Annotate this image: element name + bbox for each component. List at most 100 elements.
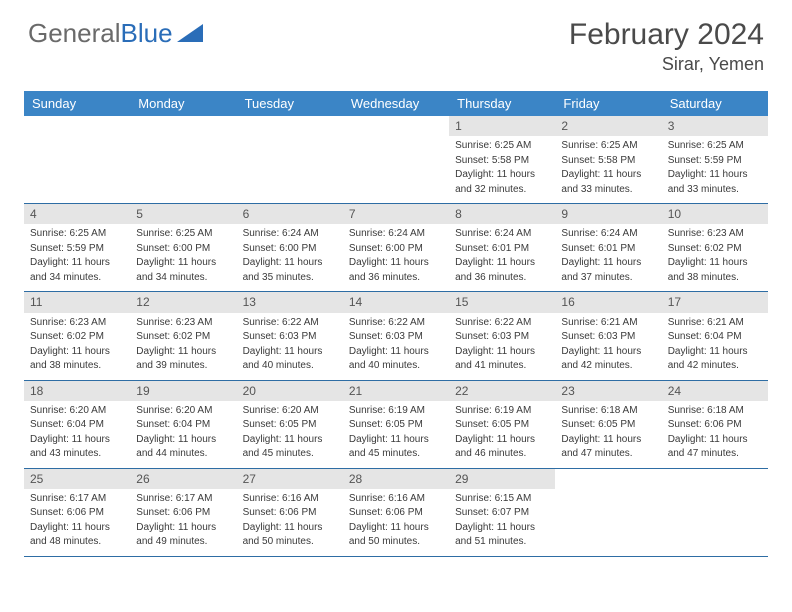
day-number: 22: [449, 381, 555, 401]
day-info-line: Daylight: 11 hours: [30, 433, 124, 447]
day-info-line: Sunrise: 6:21 AM: [561, 316, 655, 330]
day-info: Sunrise: 6:20 AMSunset: 6:04 PMDaylight:…: [24, 401, 130, 468]
day-info-line: Daylight: 11 hours: [455, 168, 549, 182]
day-info-line: and 44 minutes.: [136, 447, 230, 461]
day-info-line: and 42 minutes.: [668, 359, 762, 373]
logo-text-gray: General: [28, 18, 121, 49]
day-info-line: and 45 minutes.: [243, 447, 337, 461]
day-info-line: Daylight: 11 hours: [668, 256, 762, 270]
day-number: 9: [555, 204, 661, 224]
day-number: 18: [24, 381, 130, 401]
day-info-line: and 39 minutes.: [136, 359, 230, 373]
week-row: 18Sunrise: 6:20 AMSunset: 6:04 PMDayligh…: [24, 381, 768, 469]
day-info-line: Sunrise: 6:22 AM: [455, 316, 549, 330]
day-info: Sunrise: 6:25 AMSunset: 5:58 PMDaylight:…: [449, 136, 555, 203]
day-number: 11: [24, 292, 130, 312]
day-info-line: and 35 minutes.: [243, 271, 337, 285]
day-info-line: Daylight: 11 hours: [349, 345, 443, 359]
day-number: 20: [237, 381, 343, 401]
day-info-line: and 37 minutes.: [561, 271, 655, 285]
day-number: 28: [343, 469, 449, 489]
day-number: 14: [343, 292, 449, 312]
day-info-line: Sunrise: 6:20 AM: [243, 404, 337, 418]
day-info-line: and 48 minutes.: [30, 535, 124, 549]
day-number: 26: [130, 469, 236, 489]
day-cell: 23Sunrise: 6:18 AMSunset: 6:05 PMDayligh…: [555, 381, 661, 468]
day-cell: 28Sunrise: 6:16 AMSunset: 6:06 PMDayligh…: [343, 469, 449, 556]
empty-cell: [662, 469, 768, 556]
day-info: Sunrise: 6:23 AMSunset: 6:02 PMDaylight:…: [24, 313, 130, 380]
day-info-line: Daylight: 11 hours: [243, 256, 337, 270]
day-number: 21: [343, 381, 449, 401]
day-info-line: Sunrise: 6:25 AM: [668, 139, 762, 153]
empty-cell: [237, 116, 343, 203]
day-info-line: Daylight: 11 hours: [455, 345, 549, 359]
logo: GeneralBlue: [28, 18, 203, 49]
empty-cell: [343, 116, 449, 203]
empty-cell: [130, 116, 236, 203]
day-info-line: Sunrise: 6:15 AM: [455, 492, 549, 506]
day-info-line: and 34 minutes.: [136, 271, 230, 285]
day-cell: 2Sunrise: 6:25 AMSunset: 5:58 PMDaylight…: [555, 116, 661, 203]
day-info-line: Daylight: 11 hours: [561, 345, 655, 359]
day-info-line: Sunset: 6:03 PM: [455, 330, 549, 344]
day-info: Sunrise: 6:23 AMSunset: 6:02 PMDaylight:…: [130, 313, 236, 380]
day-info-line: and 33 minutes.: [561, 183, 655, 197]
day-number: 10: [662, 204, 768, 224]
day-number: 12: [130, 292, 236, 312]
day-info-line: Sunset: 6:01 PM: [455, 242, 549, 256]
day-info-line: Daylight: 11 hours: [668, 345, 762, 359]
day-info-line: Sunset: 6:04 PM: [136, 418, 230, 432]
day-info: Sunrise: 6:19 AMSunset: 6:05 PMDaylight:…: [343, 401, 449, 468]
day-cell: 22Sunrise: 6:19 AMSunset: 6:05 PMDayligh…: [449, 381, 555, 468]
day-number: 29: [449, 469, 555, 489]
day-cell: 27Sunrise: 6:16 AMSunset: 6:06 PMDayligh…: [237, 469, 343, 556]
day-info: Sunrise: 6:18 AMSunset: 6:06 PMDaylight:…: [662, 401, 768, 468]
day-info-line: Daylight: 11 hours: [136, 521, 230, 535]
day-cell: 3Sunrise: 6:25 AMSunset: 5:59 PMDaylight…: [662, 116, 768, 203]
day-number: 4: [24, 204, 130, 224]
day-info: Sunrise: 6:22 AMSunset: 6:03 PMDaylight:…: [237, 313, 343, 380]
day-info-line: Daylight: 11 hours: [243, 345, 337, 359]
day-cell: 29Sunrise: 6:15 AMSunset: 6:07 PMDayligh…: [449, 469, 555, 556]
day-info-line: and 38 minutes.: [668, 271, 762, 285]
day-info: Sunrise: 6:22 AMSunset: 6:03 PMDaylight:…: [343, 313, 449, 380]
day-info-line: and 34 minutes.: [30, 271, 124, 285]
day-info-line: Daylight: 11 hours: [136, 433, 230, 447]
week-row: 11Sunrise: 6:23 AMSunset: 6:02 PMDayligh…: [24, 292, 768, 380]
day-number: 15: [449, 292, 555, 312]
day-info-line: and 38 minutes.: [30, 359, 124, 373]
day-info-line: Sunset: 6:06 PM: [349, 506, 443, 520]
day-cell: 15 Sunrise: 6:22 AMSunset: 6:03 PMDayligh…: [449, 292, 555, 379]
day-info: Sunrise: 6:25 AMSunset: 5:59 PMDaylight:…: [24, 224, 130, 291]
day-info: Sunrise: 6:17 AMSunset: 6:06 PMDaylight:…: [24, 489, 130, 556]
day-info: Sunrise: 6:16 AMSunset: 6:06 PMDaylight:…: [343, 489, 449, 556]
week-row: 25Sunrise: 6:17 AMSunset: 6:06 PMDayligh…: [24, 469, 768, 557]
day-info: Sunrise: 6:19 AMSunset: 6:05 PMDaylight:…: [449, 401, 555, 468]
day-info-line: Sunset: 5:58 PM: [561, 154, 655, 168]
day-info-line: Sunrise: 6:21 AM: [668, 316, 762, 330]
day-info-line: Sunset: 6:03 PM: [243, 330, 337, 344]
logo-triangle-icon: [177, 18, 203, 49]
title-block: February 2024 Sirar, Yemen: [569, 18, 764, 75]
day-info: Sunrise: 6:21 AMSunset: 6:03 PMDaylight:…: [555, 313, 661, 380]
location-label: Sirar, Yemen: [569, 54, 764, 75]
day-cell: 7Sunrise: 6:24 AMSunset: 6:00 PMDaylight…: [343, 204, 449, 291]
day-info-line: Sunset: 6:05 PM: [455, 418, 549, 432]
day-cell: 24Sunrise: 6:18 AMSunset: 6:06 PMDayligh…: [662, 381, 768, 468]
day-info-line: Sunset: 6:05 PM: [243, 418, 337, 432]
day-info-line: Daylight: 11 hours: [668, 168, 762, 182]
day-info-line: Sunrise: 6:20 AM: [30, 404, 124, 418]
day-cell: 18Sunrise: 6:20 AMSunset: 6:04 PMDayligh…: [24, 381, 130, 468]
day-info-line: Daylight: 11 hours: [136, 256, 230, 270]
day-info-line: Sunset: 6:07 PM: [455, 506, 549, 520]
day-number: 27: [237, 469, 343, 489]
day-info-line: and 51 minutes.: [455, 535, 549, 549]
day-cell: 12Sunrise: 6:23 AMSunset: 6:02 PMDayligh…: [130, 292, 236, 379]
day-info-line: Daylight: 11 hours: [243, 521, 337, 535]
day-info-line: and 47 minutes.: [561, 447, 655, 461]
day-info-line: Daylight: 11 hours: [30, 345, 124, 359]
day-info-line: Daylight: 11 hours: [455, 256, 549, 270]
day-info-line: Daylight: 11 hours: [561, 168, 655, 182]
empty-cell: [555, 469, 661, 556]
